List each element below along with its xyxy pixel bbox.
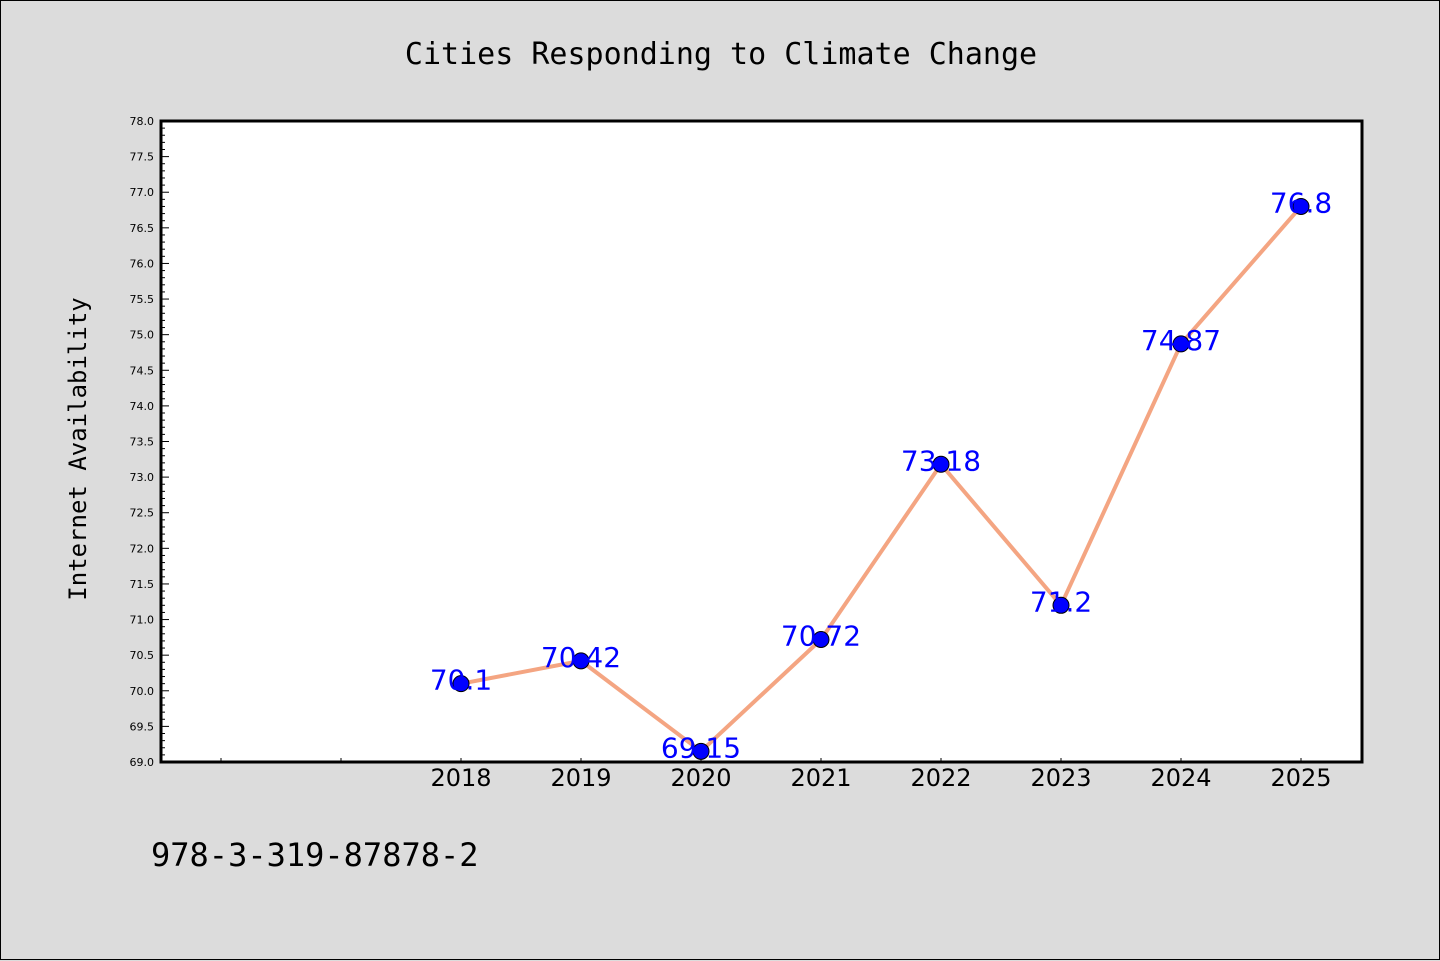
y-tick-label: 73.5: [130, 436, 155, 449]
x-tick-label: 2022: [910, 764, 971, 792]
x-axis: 2018 2019 2020 2021 2022 2023 2024 2025: [220, 758, 1332, 792]
data-point: [1292, 197, 1310, 215]
y-tick-label: 77.5: [130, 151, 155, 164]
y-tick-label: 69.5: [130, 720, 155, 733]
x-tick-label: 2024: [1150, 764, 1211, 792]
y-tick-label: 74.0: [130, 400, 155, 413]
data-point: [692, 742, 710, 760]
data-label: 70.1: [430, 664, 492, 697]
data-point: [932, 455, 950, 473]
y-tick-label: 75.5: [130, 293, 155, 306]
y-tick-label: 70.5: [130, 649, 155, 662]
plot-area: [159, 119, 1364, 764]
y-tick-label: 77.0: [130, 186, 155, 199]
y-axis-label: Internet Availability: [64, 297, 92, 600]
y-tick-label: 71.5: [130, 578, 155, 591]
y-tick-label: 76.0: [130, 257, 155, 270]
chart-title: Cities Responding to Climate Change: [405, 37, 1037, 72]
y-tick-label: 78.0: [130, 115, 155, 128]
data-point: [812, 630, 830, 648]
data-point: [1052, 596, 1070, 614]
x-tick-label: 2023: [1030, 764, 1091, 792]
data-label: 70.42: [541, 641, 621, 674]
data-label: 74.87: [1141, 324, 1221, 357]
data-label: 73.18: [901, 444, 981, 477]
y-tick-label: 73.0: [130, 471, 155, 484]
data-point: [452, 675, 470, 693]
y-tick-label: 74.5: [130, 364, 155, 377]
y-tick-label: 76.5: [130, 222, 155, 235]
y-tick-label: 75.0: [130, 329, 155, 342]
data-label: 70.72: [781, 619, 861, 652]
x-tick-label: 2018: [430, 764, 491, 792]
data-point: [1172, 335, 1190, 353]
series-line: [460, 205, 1303, 754]
series-layer: 70.1 70.42 69.15 70.72 73.18 71.2 74.87 76.8: [430, 186, 1332, 764]
y-axis: 69.0 69.5 70.0 70.5 71.0 71.5 72.0 72.5 73.0 73.5…: [130, 115, 169, 769]
y-tick-label: 69.0: [130, 756, 155, 769]
data-point: [572, 652, 590, 670]
footer-code: 978-3-319-87878-2: [151, 836, 479, 874]
y-tick-label: 72.0: [130, 542, 155, 555]
x-tick-label: 2021: [790, 764, 851, 792]
data-label: 69.15: [661, 731, 741, 764]
y-tick-label: 71.0: [130, 614, 155, 627]
data-label: 76.8: [1270, 186, 1332, 219]
x-tick-label: 2020: [670, 764, 731, 792]
x-tick-label: 2019: [550, 764, 611, 792]
data-label: 71.2: [1030, 585, 1092, 618]
y-tick-label: 70.0: [130, 685, 155, 698]
x-tick-label: 2025: [1270, 764, 1331, 792]
y-tick-label: 72.5: [130, 507, 155, 520]
